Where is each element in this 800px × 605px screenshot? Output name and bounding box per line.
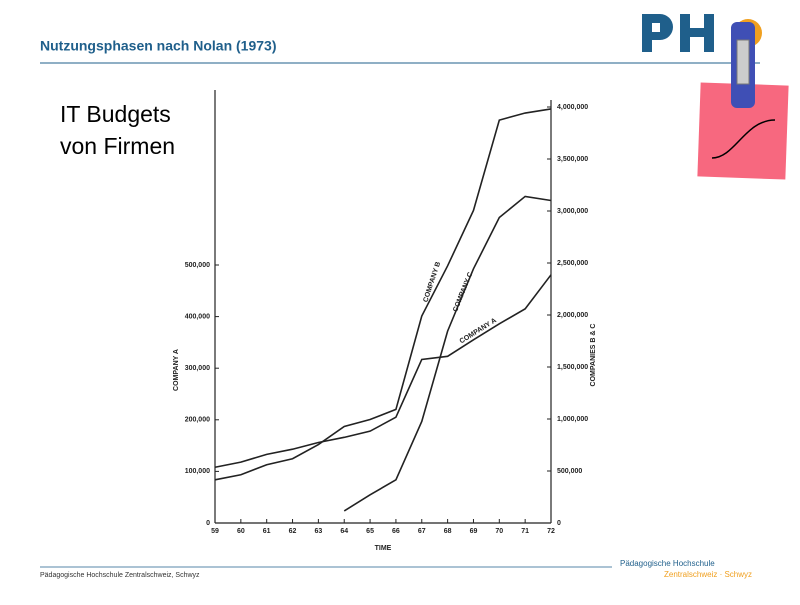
y2-tick-label: 3,500,000	[557, 156, 588, 163]
x-tick-label: 61	[263, 528, 271, 535]
x-tick-label: 60	[237, 528, 245, 535]
y-tick-label: 500,000	[185, 262, 210, 269]
y-tick-label: 0	[206, 520, 210, 527]
heading-line: IT Budgets	[60, 101, 171, 127]
slide-title: Nutzungsphasen nach Nolan (1973)	[40, 38, 276, 54]
y2-axis-title: COMPANIES B & C	[590, 324, 597, 387]
y-tick-label: 400,000	[185, 313, 210, 320]
y-axis-title: COMPANY A	[173, 349, 180, 391]
y2-tick-label: 4,000,000	[557, 104, 588, 111]
y-tick-label: 300,000	[185, 365, 210, 372]
x-axis-title: TIME	[375, 545, 392, 552]
y2-tick-label: 2,500,000	[557, 260, 588, 267]
x-tick-label: 70	[495, 528, 503, 535]
y-tick-label: 200,000	[185, 417, 210, 424]
x-tick-label: 64	[340, 528, 348, 535]
y2-tick-label: 0	[557, 520, 561, 527]
logo-text: Pädagogische Hochschule	[620, 559, 715, 568]
x-tick-label: 59	[211, 528, 219, 535]
series-line	[343, 195, 552, 512]
x-tick-label: 63	[314, 528, 322, 535]
footer: Pädagogische Hochschule Zentralschweiz, …	[40, 572, 200, 579]
series-line	[214, 274, 552, 469]
y2-tick-label: 2,000,000	[557, 312, 588, 319]
x-tick-label: 68	[444, 528, 452, 535]
plot: 59 60 61 62 63 64 65 66 67 68 69 70 71 720100,000200,…	[185, 90, 588, 535]
x-tick-label: 66	[392, 528, 400, 535]
x-tick-label: 69	[470, 528, 478, 535]
y-tick-label: 100,000	[185, 468, 210, 475]
logo-text: Zentralschweiz · Schwyz	[664, 570, 752, 579]
y2-tick-label: 1,000,000	[557, 416, 588, 423]
x-tick-label: 71	[521, 528, 529, 535]
y2-tick-label: 3,000,000	[557, 208, 588, 215]
x-tick-label: 65	[366, 528, 374, 535]
y2-tick-label: 1,500,000	[557, 364, 588, 371]
y2-tick-label: 500,000	[557, 468, 582, 475]
series-line	[214, 108, 552, 481]
x-tick-label: 72	[547, 528, 555, 535]
sticky-note	[697, 22, 789, 180]
x-tick-label: 67	[418, 528, 426, 535]
x-tick-label: 62	[289, 528, 297, 535]
heading-line: von Firmen	[60, 133, 175, 159]
